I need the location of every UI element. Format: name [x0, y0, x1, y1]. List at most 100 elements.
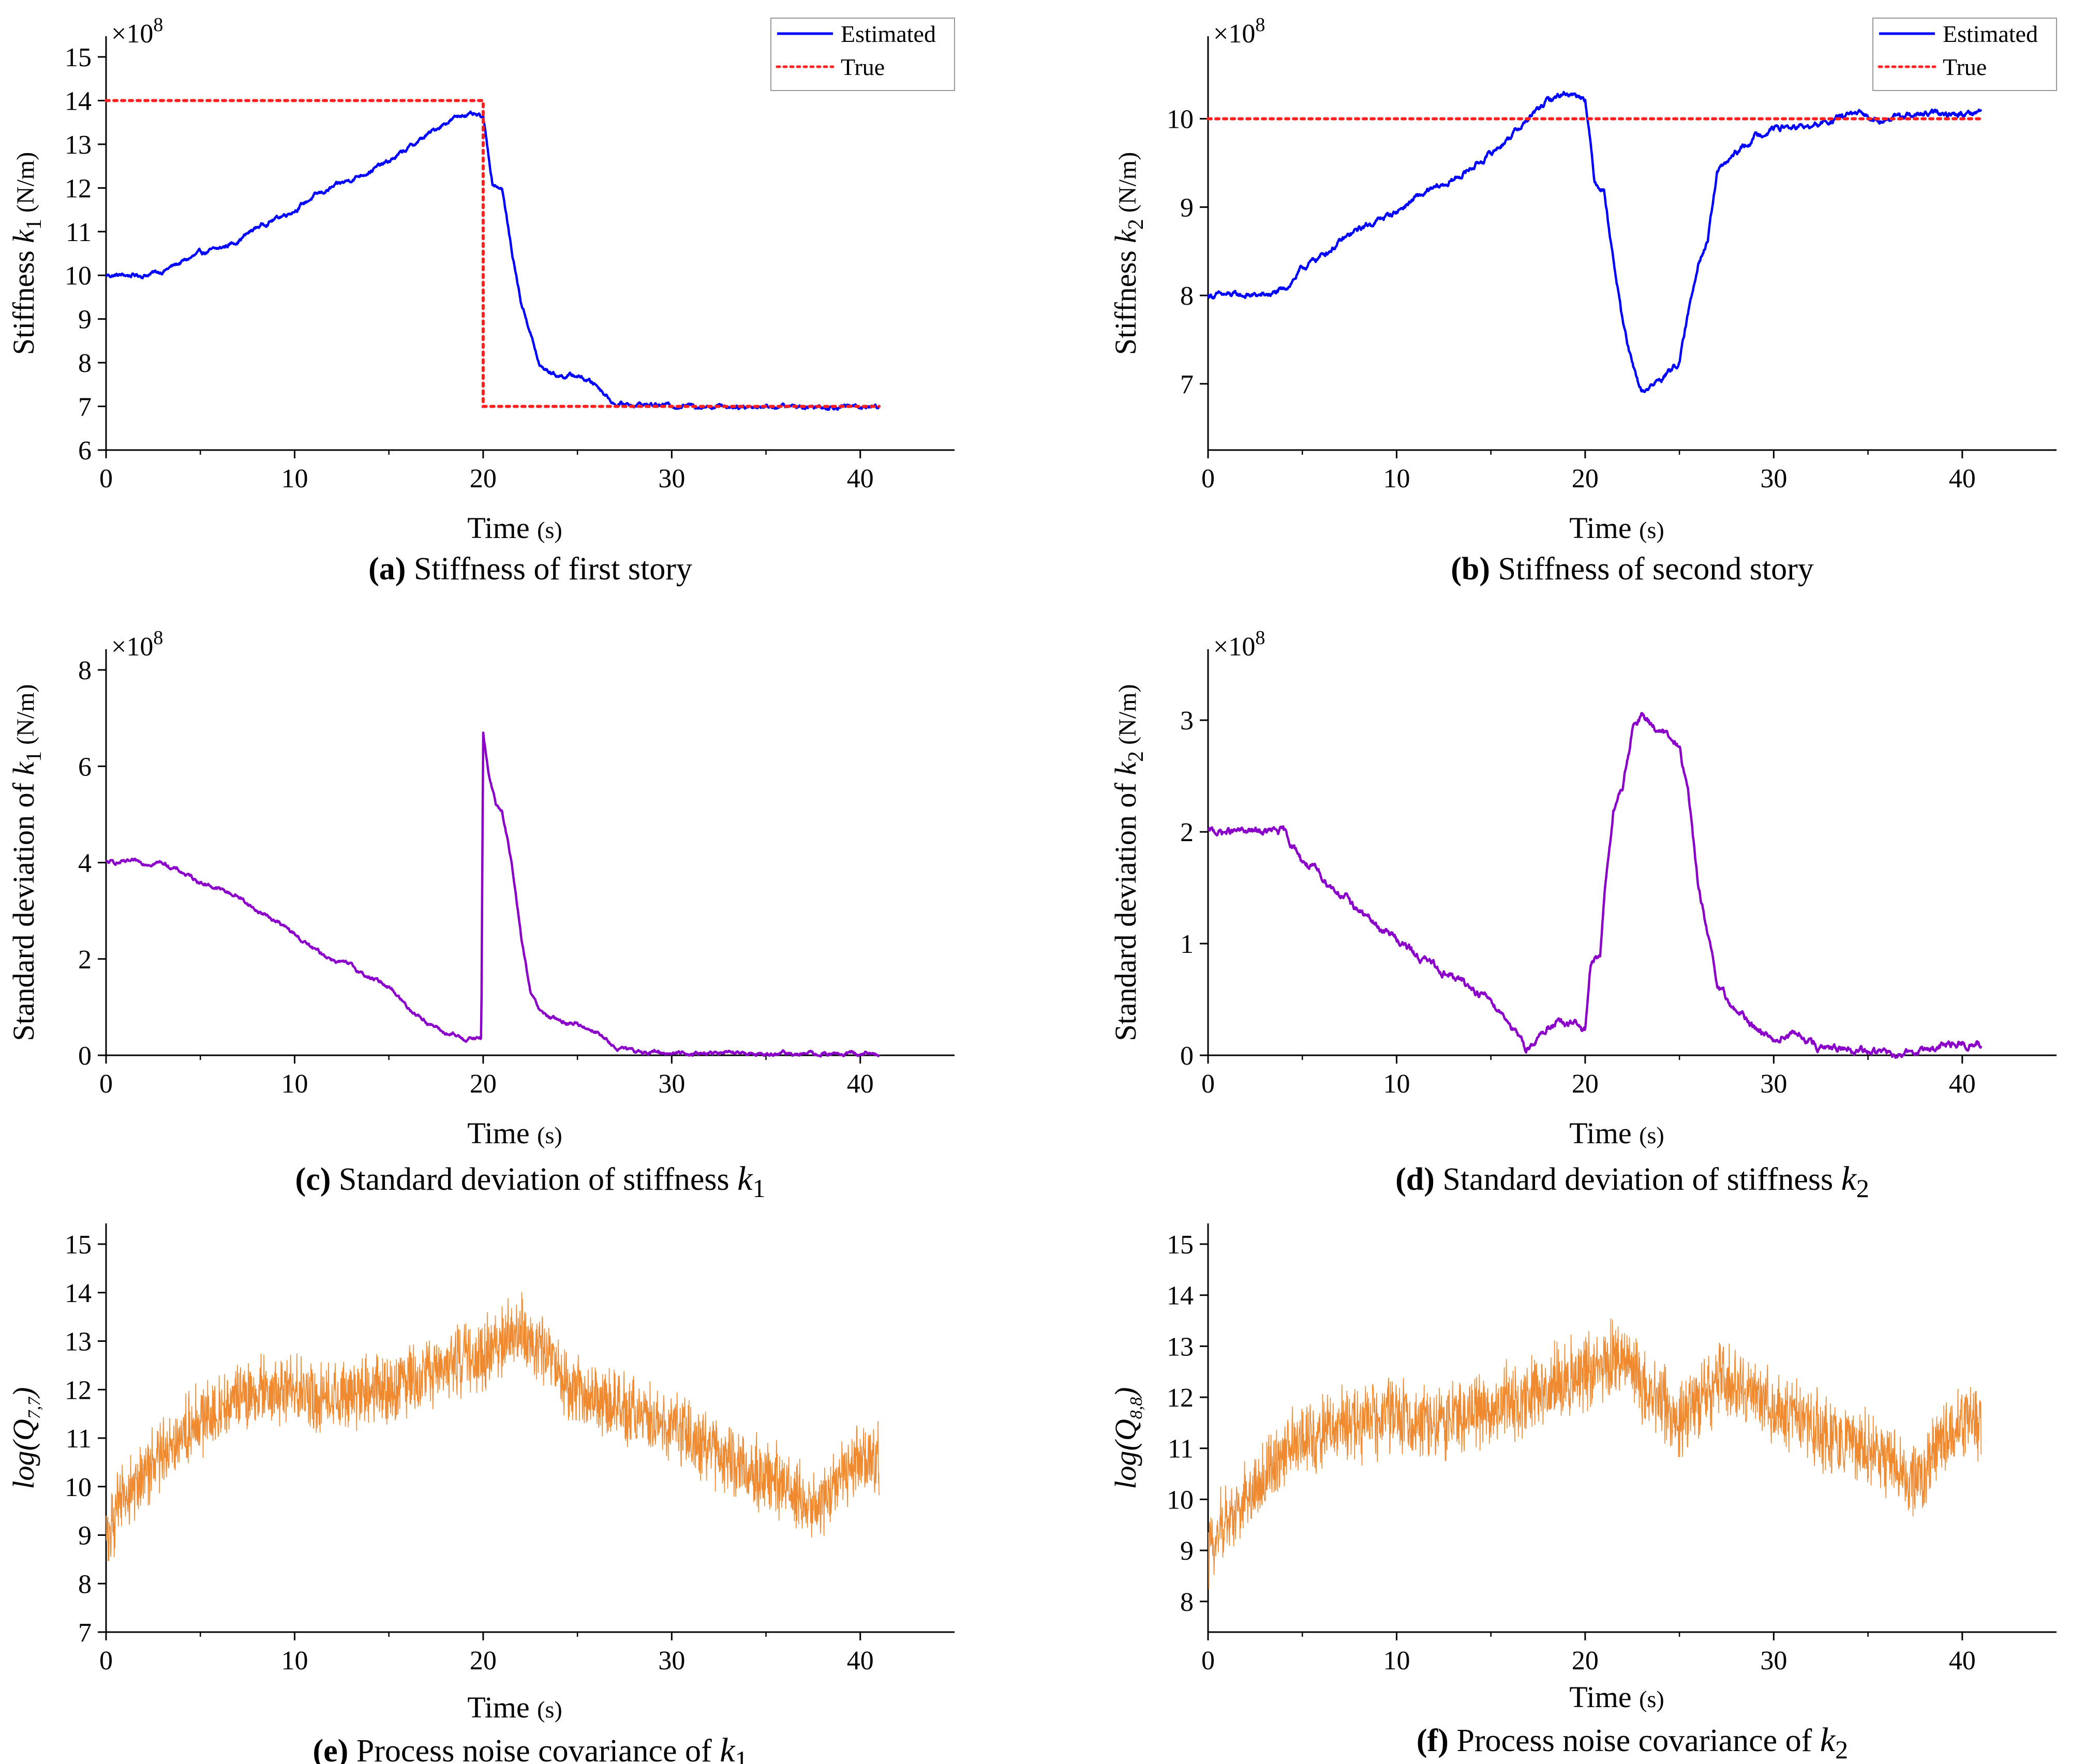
series-line-estimated [105, 110, 881, 411]
caption-letter: (b) [1451, 551, 1498, 587]
y-tick-label: 2 [1180, 818, 1194, 847]
x-tick-label: 10 [1383, 1069, 1410, 1099]
x-axis-label: Time (s) [467, 1691, 562, 1724]
multiplier-base: ×10 [111, 19, 153, 49]
y-axis-label-unit: (N/m) [12, 152, 39, 219]
x-tick-label: 20 [470, 1646, 497, 1676]
caption: (a) Stiffness of first story [368, 551, 692, 587]
y-tick-label: 14 [65, 1279, 92, 1308]
x-tick-label: 40 [1949, 464, 1976, 494]
x-tick-label: 40 [847, 1646, 874, 1676]
caption-letter: (c) [295, 1162, 339, 1197]
y-axis-label-text: log(Q [7, 1419, 40, 1489]
y-tick-label: 0 [78, 1041, 92, 1071]
panel-e: 0 10 20 30 40 7 8 9 10 11 12 13 14 15 Time (s) log(Q7,7… [7, 1223, 955, 1764]
x-tick-label: 30 [658, 1069, 685, 1099]
caption: (b) Stiffness of second story [1451, 551, 1813, 587]
y-axis-label: Stiffness k2 (N/m) [1109, 152, 1148, 355]
x-tick-label: 20 [470, 464, 497, 494]
x-tick-label: 0 [1201, 1646, 1215, 1676]
multiplier-exponent: 8 [153, 14, 163, 36]
caption: (f) Process noise covariance of k2 [1417, 1721, 1848, 1764]
series-line-true [105, 99, 881, 408]
y-tick-label: 10 [1167, 1485, 1194, 1515]
panel-f: 0 10 20 30 40 8 9 10 11 12 13 14 15 Time (s) log(Q8,8)… [1109, 1223, 2057, 1764]
x-tick-label: 10 [1383, 1646, 1410, 1676]
caption-letter: (d) [1395, 1162, 1442, 1197]
y-tick-label: 6 [78, 436, 92, 466]
y-axis-label: Stiffness k1 (N/m) [7, 152, 46, 355]
y-tick-label: 12 [65, 1376, 92, 1405]
x-axis-label: Time (s) [1569, 511, 1664, 545]
y-tick-label: 11 [1168, 1434, 1194, 1464]
caption-var: k [1820, 1721, 1836, 1759]
y-tick-label: 14 [1167, 1281, 1194, 1311]
caption-sub: 2 [1835, 1735, 1848, 1764]
legend-label: Estimated [841, 21, 936, 47]
multiplier-base: ×10 [1213, 19, 1255, 49]
caption-var: k [720, 1731, 736, 1764]
y-tick-label: 13 [65, 130, 92, 160]
y-axis-label-sub: 1 [22, 219, 46, 230]
x-tick-label: 20 [470, 1069, 497, 1099]
caption-sub: 1 [735, 1745, 748, 1764]
y-axis-label: log(Q8,8) [1109, 1387, 1146, 1489]
x-tick-label: 30 [1760, 1646, 1787, 1676]
multiplier-exponent: 8 [1255, 14, 1265, 36]
x-axis-label-text: Time [1569, 1680, 1639, 1714]
y-tick-label: 10 [1167, 105, 1194, 134]
y-axis-label-sub: 7,7 [25, 1396, 44, 1419]
legend-label: Estimated [1943, 21, 2038, 47]
x-axis-label: Time (s) [1569, 1680, 1664, 1714]
x-tick-label: 30 [658, 1646, 685, 1676]
multiplier-label: ×108 [1213, 627, 1265, 662]
y-tick-label: 4 [78, 849, 92, 878]
y-axis-label-var: k [1109, 229, 1142, 243]
series-line-main [1207, 712, 1983, 1059]
y-tick-label: 7 [1180, 370, 1194, 399]
x-axis-unit: (s) [1639, 1122, 1664, 1148]
y-tick-label: 9 [78, 305, 92, 335]
y-tick-label: 9 [1180, 193, 1194, 222]
y-tick-label: 15 [65, 43, 92, 72]
y-tick-label: 8 [78, 349, 92, 378]
y-tick-label: 3 [1180, 706, 1194, 736]
x-axis-label-text: Time [467, 1116, 537, 1150]
x-axis-label: Time (s) [1569, 1116, 1664, 1150]
y-tick-label: 10 [65, 1473, 92, 1502]
multiplier-exponent: 8 [1255, 627, 1265, 649]
x-tick-label: 0 [1201, 1069, 1215, 1099]
x-tick-label: 0 [1201, 464, 1215, 494]
y-axis-label-unit: (N/m) [12, 684, 39, 751]
caption-text: Standard deviation of stiffness [1442, 1162, 1841, 1197]
y-tick-label: 6 [78, 752, 92, 782]
caption-letter: (e) [312, 1733, 356, 1764]
x-axis-label: Time (s) [467, 511, 562, 545]
y-axis-label-sub: 2 [1124, 751, 1148, 762]
caption: (e) Process noise covariance of k1 [312, 1731, 748, 1764]
caption-letter: (f) [1417, 1723, 1456, 1758]
y-tick-label: 8 [1180, 1588, 1194, 1617]
x-axis-label: Time (s) [467, 1116, 562, 1150]
x-tick-label: 10 [1383, 464, 1410, 494]
x-tick-label: 10 [281, 1646, 308, 1676]
x-axis-unit: (s) [537, 517, 562, 543]
y-tick-label: 1 [1180, 930, 1194, 959]
series-line-main [106, 1292, 880, 1561]
series-line-main [105, 731, 881, 1058]
legend-label: True [841, 54, 885, 80]
x-tick-label: 0 [99, 1069, 113, 1099]
y-tick-label: 13 [1167, 1332, 1194, 1362]
caption-text: Stiffness of first story [414, 551, 692, 587]
y-axis-label-sub: 1 [22, 751, 46, 762]
y-axis-label: Standard deviation of k1 (N/m) [7, 684, 46, 1041]
x-tick-label: 20 [1572, 1646, 1599, 1676]
x-axis-unit: (s) [537, 1696, 562, 1723]
multiplier-base: ×10 [111, 632, 153, 662]
y-axis-label-suffix: ) [1109, 1387, 1142, 1398]
y-axis-label-sub: 8,8 [1127, 1397, 1146, 1419]
multiplier-label: ×108 [111, 627, 163, 662]
y-tick-label: 7 [78, 1618, 92, 1648]
